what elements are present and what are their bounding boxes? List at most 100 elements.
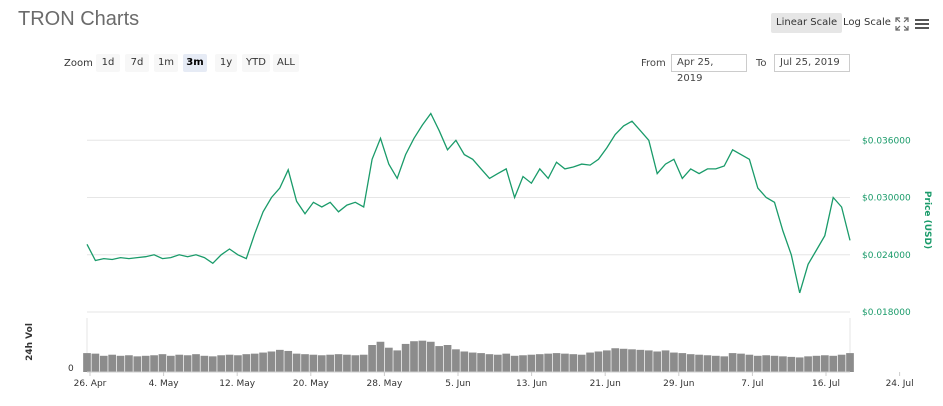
volume-bar bbox=[468, 352, 477, 372]
volume-bar bbox=[108, 354, 117, 372]
volume-bar bbox=[611, 348, 620, 372]
volume-bar bbox=[762, 355, 771, 372]
volume-bar bbox=[183, 355, 192, 372]
volume-bar bbox=[795, 357, 804, 372]
volume-bar bbox=[99, 355, 108, 372]
zoom-button-ytd[interactable]: YTD bbox=[242, 54, 270, 72]
volume-bar bbox=[452, 349, 460, 372]
y-tick-label: $0.018000 bbox=[862, 308, 911, 318]
y-tick-label: $0.024000 bbox=[862, 251, 911, 261]
volume-bar bbox=[384, 347, 393, 372]
zoom-button-7d[interactable]: 7d bbox=[125, 54, 149, 72]
zoom-button-1d[interactable]: 1d bbox=[96, 54, 120, 72]
x-tick-label: 5. Jun bbox=[445, 379, 471, 389]
volume-bar bbox=[351, 355, 360, 372]
volume-bar bbox=[787, 356, 796, 372]
volume-bar bbox=[116, 355, 125, 372]
volume-bar bbox=[250, 353, 259, 372]
volume-bar bbox=[208, 356, 217, 372]
volume-bar bbox=[359, 354, 368, 372]
volume-bar bbox=[292, 353, 301, 372]
volume-bar bbox=[812, 355, 821, 372]
volume-bar bbox=[577, 354, 586, 372]
x-tick-label: 16. Jul bbox=[812, 379, 840, 389]
from-date-input[interactable]: Apr 25, 2019 bbox=[671, 54, 747, 84]
volume-bar bbox=[275, 349, 284, 372]
volume-bar bbox=[460, 351, 469, 372]
volume-bar bbox=[301, 354, 309, 372]
volume-bar bbox=[343, 354, 351, 372]
volume-bar bbox=[83, 353, 91, 372]
volume-bar bbox=[426, 341, 435, 372]
log-scale-button[interactable]: Log Scale bbox=[843, 17, 891, 28]
volume-bar bbox=[477, 353, 485, 372]
volume-bar bbox=[569, 354, 578, 372]
volume-bar bbox=[535, 354, 544, 372]
price-axis-title: Price (USD) bbox=[922, 191, 932, 249]
volume-bar bbox=[217, 355, 226, 372]
volume-bar bbox=[695, 354, 703, 372]
volume-bar bbox=[670, 352, 678, 372]
price-series-line bbox=[86, 112, 851, 294]
volume-zero-label: 0 bbox=[68, 364, 74, 374]
fullscreen-icon[interactable] bbox=[895, 16, 909, 31]
volume-bar bbox=[485, 354, 494, 372]
volume-bar bbox=[829, 355, 838, 372]
volume-bar bbox=[678, 353, 687, 372]
linear-scale-button[interactable]: Linear Scale bbox=[771, 13, 843, 33]
volume-bar bbox=[644, 350, 653, 372]
zoom-button-3m[interactable]: 3m bbox=[183, 54, 207, 72]
y-tick-label: $0.030000 bbox=[862, 194, 911, 204]
zoom-button-1m[interactable]: 1m bbox=[154, 54, 178, 72]
volume-bar bbox=[175, 354, 184, 372]
zoom-button-1y[interactable]: 1y bbox=[215, 54, 237, 72]
to-date-input[interactable]: Jul 25, 2019 bbox=[774, 54, 850, 72]
volume-bar bbox=[561, 353, 569, 372]
volume-bar bbox=[401, 343, 410, 372]
volume-bar bbox=[376, 341, 385, 372]
menu-icon[interactable] bbox=[915, 16, 929, 30]
x-tick-label: 20. May bbox=[293, 379, 329, 389]
y-tick-label: $0.036000 bbox=[862, 136, 911, 146]
volume-bar bbox=[619, 348, 628, 372]
volume-bar bbox=[91, 353, 100, 372]
volume-bar bbox=[770, 355, 779, 372]
to-label: To bbox=[756, 58, 767, 69]
volume-bar bbox=[242, 354, 251, 372]
volume-bar bbox=[636, 349, 645, 372]
volume-bar bbox=[410, 341, 418, 372]
volume-bar bbox=[653, 351, 662, 372]
volume-bar bbox=[552, 353, 561, 372]
volume-bar bbox=[661, 350, 670, 372]
volume-bar bbox=[720, 356, 729, 372]
volume-bar bbox=[225, 354, 234, 372]
volume-bar bbox=[846, 353, 854, 372]
volume-bar bbox=[309, 354, 318, 372]
volume-bar bbox=[393, 350, 402, 372]
volume-bar bbox=[745, 354, 754, 372]
volume-bar bbox=[125, 355, 133, 372]
from-label: From bbox=[641, 58, 666, 69]
x-tick-label: 24. Jul bbox=[886, 379, 914, 389]
volume-bar bbox=[192, 354, 200, 372]
volume-bar bbox=[804, 356, 812, 372]
volume-bar bbox=[703, 355, 712, 372]
volume-bar bbox=[326, 354, 335, 372]
zoom-button-all[interactable]: ALL bbox=[273, 54, 299, 72]
x-tick-label: 21. Jun bbox=[590, 379, 621, 389]
volume-bar bbox=[594, 351, 603, 372]
volume-bar bbox=[519, 355, 527, 372]
volume-bar bbox=[418, 340, 427, 372]
volume-bar bbox=[586, 352, 594, 372]
volume-bar bbox=[779, 356, 787, 372]
volume-bar bbox=[602, 350, 611, 372]
x-tick-label: 29. Jun bbox=[663, 379, 694, 389]
volume-bar bbox=[158, 354, 167, 372]
volume-bar bbox=[544, 353, 553, 372]
volume-bar bbox=[686, 354, 695, 372]
page-title: TRON Charts bbox=[18, 8, 140, 30]
volume-bar bbox=[502, 353, 511, 372]
volume-axis-title: 24h Vol bbox=[25, 323, 35, 361]
volume-bar bbox=[200, 355, 209, 372]
